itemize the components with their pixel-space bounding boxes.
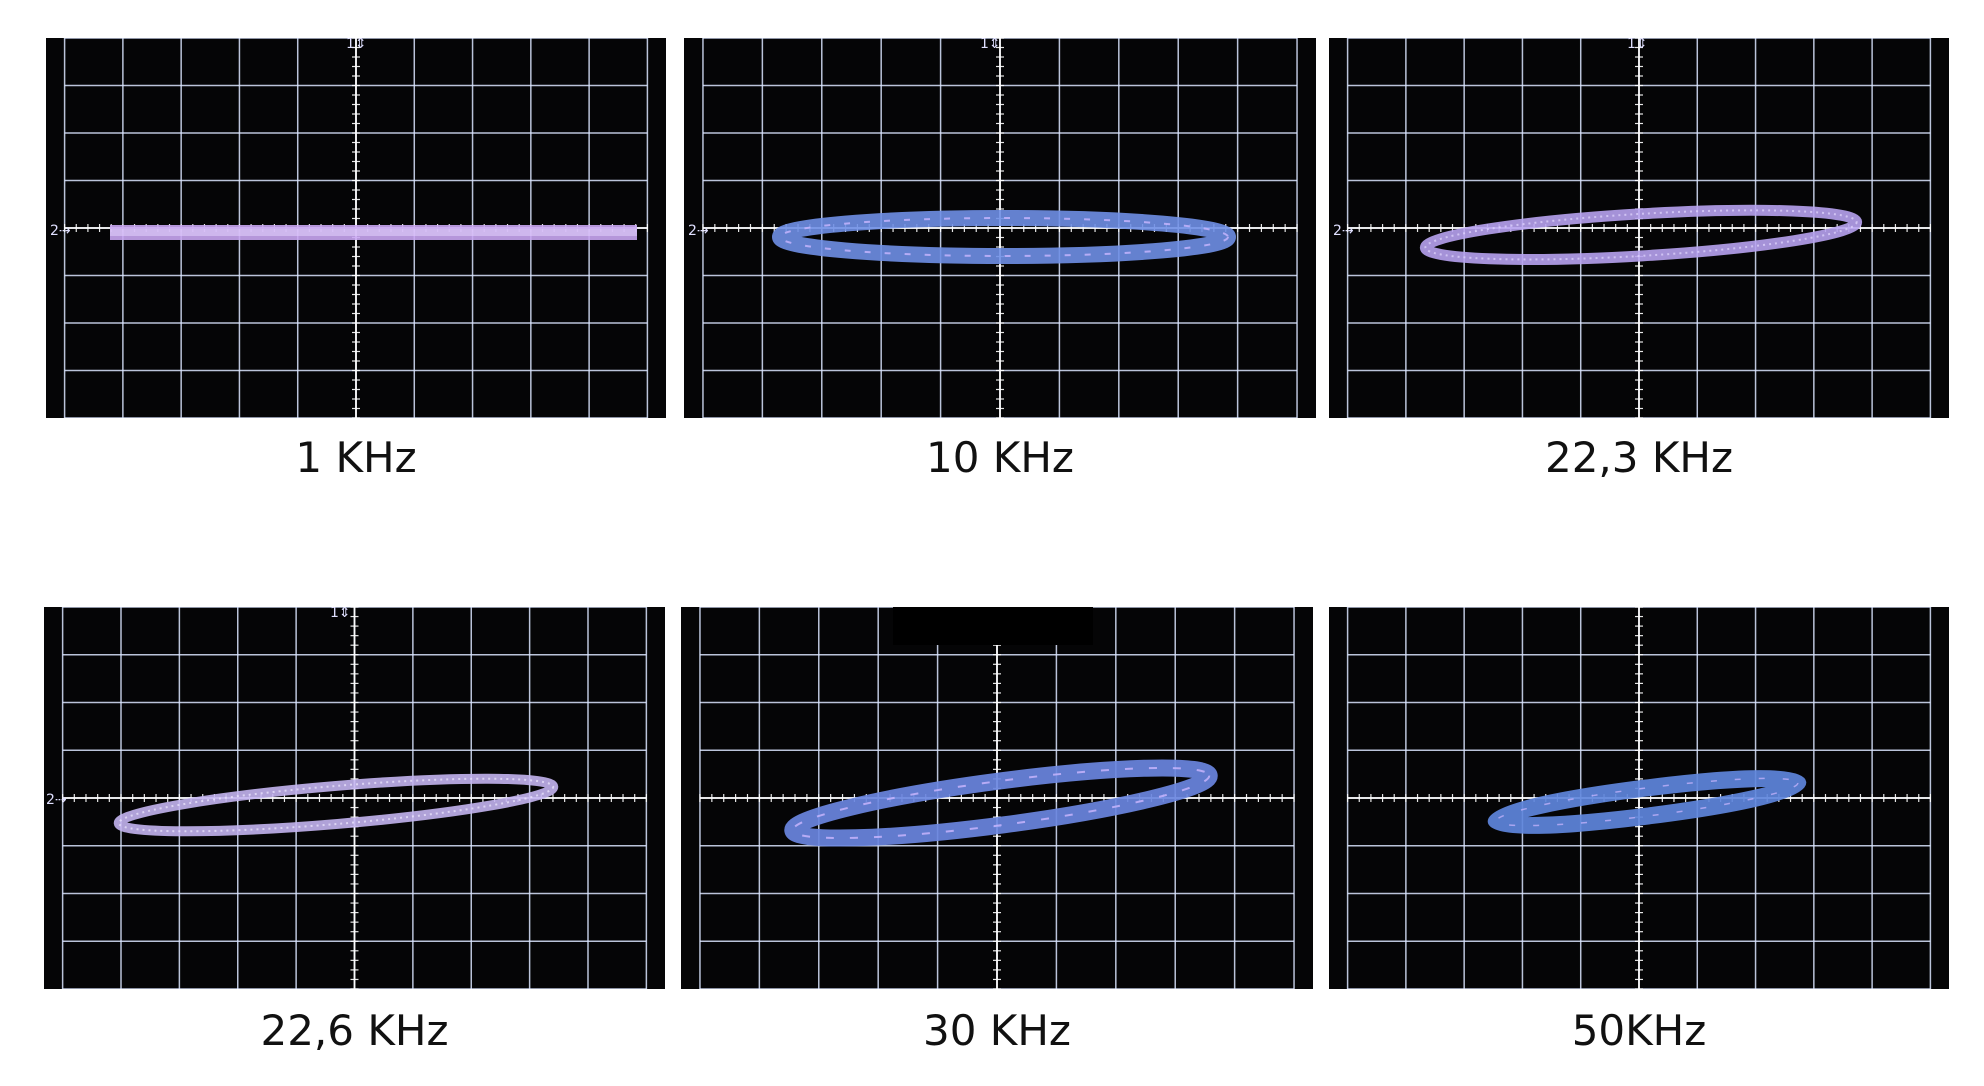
graticule bbox=[1346, 607, 1932, 989]
frequency-label-10khz: 10 KHz bbox=[926, 433, 1074, 482]
channel2-marker-icon: 2⇢ bbox=[688, 223, 709, 239]
channel2-marker-icon: 2⇢ bbox=[1333, 223, 1354, 239]
frequency-label-1khz: 1 KHz bbox=[295, 433, 417, 482]
channel1-marker-icon: 1⇕ bbox=[346, 38, 367, 52]
trace-22-6khz bbox=[113, 773, 559, 837]
oscilloscope-screen-30khz bbox=[681, 607, 1313, 989]
channel2-marker-icon: 2⇢ bbox=[50, 223, 71, 239]
channel2-marker-icon: 2⇢ bbox=[46, 792, 67, 808]
trace-30khz bbox=[784, 759, 1218, 847]
trace-1khz bbox=[110, 225, 637, 240]
xy-plot-1khz: 1⇕ 2⇢ bbox=[50, 38, 649, 418]
readout-mask bbox=[893, 607, 1093, 645]
oscilloscope-screen-10khz: 1⇕ 2⇢ bbox=[684, 38, 1316, 418]
oscilloscope-screen-50khz bbox=[1329, 607, 1949, 989]
xy-plot-50khz bbox=[1346, 607, 1932, 989]
frequency-label-22-6khz: 22,6 KHz bbox=[260, 1006, 449, 1055]
oscilloscope-screen-1khz: 1⇕ 2⇢ bbox=[46, 38, 666, 418]
frequency-label-50khz: 50KHz bbox=[1571, 1006, 1707, 1055]
channel1-marker-icon: 1⇕ bbox=[980, 38, 1001, 52]
channel1-marker-icon: 1⇕ bbox=[1627, 38, 1648, 52]
xy-plot-22-6khz: 1⇕ 2⇢ bbox=[46, 607, 648, 989]
xy-plot-30khz bbox=[699, 607, 1295, 989]
trace-50khz bbox=[1487, 769, 1807, 835]
frequency-label-22-3khz: 22,3 KHz bbox=[1544, 433, 1734, 482]
trace-10khz bbox=[772, 210, 1236, 264]
xy-plot-22-3khz: 1⇕ 2⇢ bbox=[1333, 38, 1932, 418]
oscilloscope-screen-22-6khz: 1⇕ 2⇢ bbox=[44, 607, 665, 989]
graticule bbox=[699, 607, 1295, 989]
channel1-marker-icon: 1⇕ bbox=[330, 607, 351, 621]
oscilloscope-screen-22-3khz: 1⇕ 2⇢ bbox=[1329, 38, 1949, 418]
graticule bbox=[61, 607, 648, 989]
frequency-label-30khz: 30 KHz bbox=[923, 1006, 1071, 1055]
xy-plot-10khz: 1⇕ 2⇢ bbox=[688, 38, 1298, 418]
trace-22-3khz bbox=[1419, 204, 1863, 265]
